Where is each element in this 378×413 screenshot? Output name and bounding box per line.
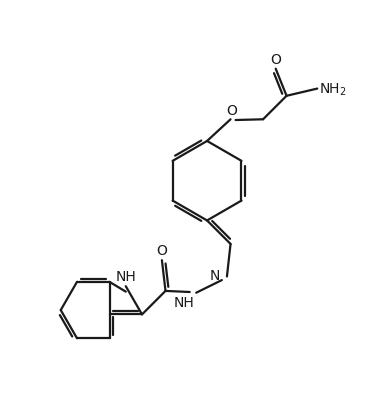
Text: NH$_2$: NH$_2$ (319, 81, 347, 97)
Text: NH: NH (115, 269, 136, 283)
Text: N: N (210, 268, 220, 282)
Text: O: O (270, 53, 281, 66)
Text: O: O (226, 104, 237, 117)
Text: O: O (156, 244, 167, 258)
Text: NH: NH (174, 295, 194, 309)
